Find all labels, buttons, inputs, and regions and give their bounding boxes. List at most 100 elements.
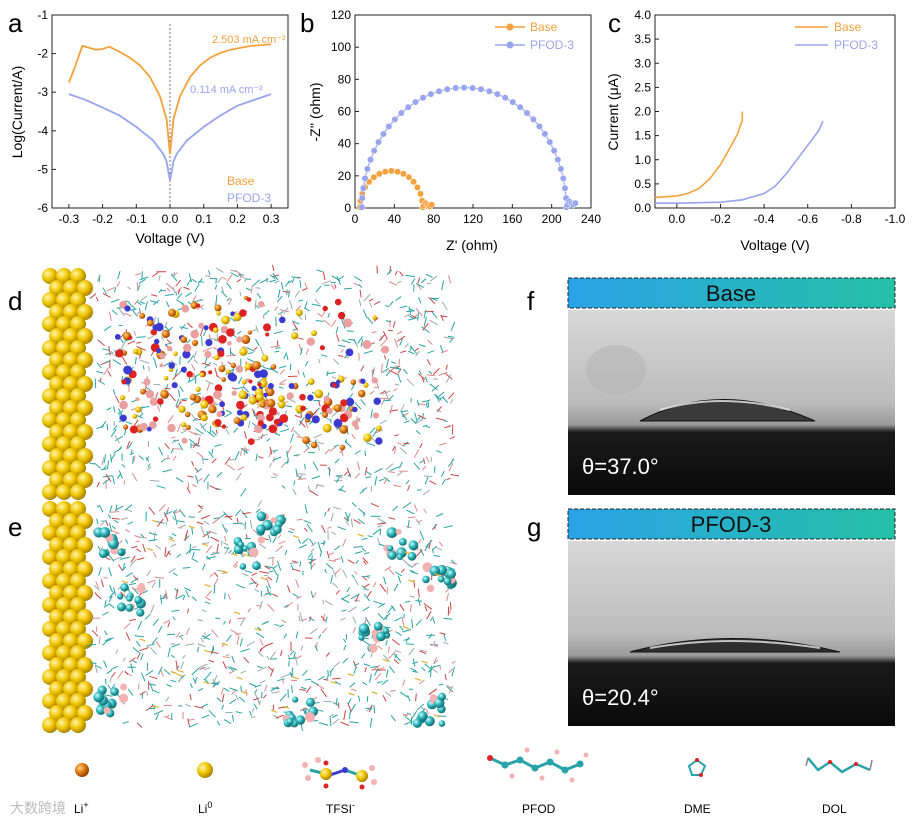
solvent-bond [388, 651, 396, 660]
solvent-bond [156, 485, 166, 489]
ion-atom [150, 329, 157, 336]
solvent-bond [427, 401, 430, 408]
solvent-bond [196, 451, 204, 458]
solvent-bond [194, 432, 202, 437]
solvent-bond [101, 457, 105, 466]
solvent-bond [129, 582, 137, 586]
solvent-bond [140, 533, 145, 538]
solvent-bond [185, 529, 189, 540]
solvent-bond [416, 418, 424, 424]
solvent-bond [280, 673, 289, 679]
solvent-bond [348, 606, 357, 613]
solvent-bond [381, 367, 390, 373]
solvent-bond [146, 690, 148, 696]
banner-g-label: PFOD-3 [691, 512, 772, 537]
chart-b-legend-base-marker [506, 23, 514, 31]
solvent-bond [425, 456, 430, 463]
pfod-atom [117, 549, 124, 556]
solvent-bond [343, 356, 350, 359]
solvent-bond [155, 392, 159, 398]
solvent-bond [204, 601, 211, 605]
solvent-bond [163, 361, 171, 367]
solvent-bond [147, 579, 156, 584]
solvent-bond [373, 317, 379, 322]
ion-atom [311, 415, 320, 424]
solvent-bond [406, 509, 415, 515]
solvent-bond [368, 298, 374, 302]
ion-atom [230, 362, 236, 368]
solvent-bond [322, 613, 326, 622]
solvent-bond [225, 428, 230, 435]
lithium-atom [42, 501, 58, 517]
solvent-bond [395, 296, 402, 302]
solvent-bond [175, 588, 179, 598]
chart-b-point-pfod [535, 122, 543, 130]
solvent-bond [402, 679, 406, 686]
solvent-bond [113, 556, 122, 561]
solvent-bond [109, 522, 112, 532]
solvent-bond [259, 543, 267, 549]
solvent-bond [417, 403, 426, 406]
solvent-bond [239, 291, 242, 297]
solvent-bond [117, 270, 121, 280]
lithium-atom [70, 693, 86, 709]
solvent-bond [322, 271, 326, 281]
solvent-bond [335, 589, 340, 595]
solvent-bond [107, 514, 112, 519]
ion-atom [337, 311, 346, 320]
solvent-bond [104, 325, 112, 332]
solvent-bond [413, 563, 419, 565]
pfod-atom [408, 540, 419, 551]
solvent-bond [360, 339, 364, 347]
solvent-bond [174, 368, 178, 377]
solvent-bond [446, 587, 453, 590]
panel-label-d: d [8, 286, 22, 316]
chart-b-ytick-label: 0 [344, 201, 351, 215]
solvent-bond [445, 374, 452, 384]
solvent-bond [154, 361, 158, 368]
chart-a-annotation-pfod: 0.114 mA cm⁻² [190, 84, 263, 96]
ion-atom [314, 389, 324, 399]
solvent-bond [236, 330, 242, 335]
solvent-bond [180, 661, 185, 670]
solvent-bond [289, 650, 295, 656]
solvent-bond [216, 543, 219, 554]
solvent-bond [444, 674, 447, 681]
solvent-bond [310, 590, 314, 598]
solvent-bond [302, 371, 306, 378]
solvent-bond [224, 515, 233, 518]
solvent-bond [133, 330, 137, 336]
solvent-bond [389, 466, 400, 472]
solvent-bond [399, 305, 408, 309]
li-metal-icon [197, 762, 213, 778]
legend-li-ion: Li+ [74, 800, 89, 816]
solvent-bond [385, 320, 391, 323]
tfsi-bond [382, 658, 389, 662]
solvent-bond [444, 372, 453, 380]
chart-c-xtick-label: -0.6 [797, 212, 818, 226]
solvent-bond [187, 354, 195, 364]
solvent-bond [355, 342, 359, 348]
solvent-bond [157, 518, 164, 527]
solvent-bond [252, 697, 260, 701]
solvent-bond [95, 296, 99, 302]
solvent-bond [230, 272, 239, 278]
chart-b-point-pfod [397, 109, 405, 117]
solvent-bond [157, 666, 163, 675]
tfsi-bond [188, 525, 195, 529]
solvent-bond [328, 713, 334, 718]
pfod-atom [256, 524, 266, 534]
solvent-bond [438, 371, 448, 376]
solvent-bond [412, 661, 419, 665]
tfsi-bond [408, 579, 415, 583]
solvent-bond [96, 481, 100, 488]
chart-a-ytick-label: -6 [37, 201, 48, 215]
solvent-bond [145, 670, 154, 676]
solvent-bond [269, 651, 276, 660]
solvent-bond [103, 603, 109, 608]
solvent-bond [210, 536, 220, 542]
solvent-bond [295, 454, 301, 457]
chart-b-legend-pfod: PFOD-3 [530, 38, 574, 52]
solvent-bond [337, 526, 346, 531]
solvent-bond [148, 506, 156, 515]
